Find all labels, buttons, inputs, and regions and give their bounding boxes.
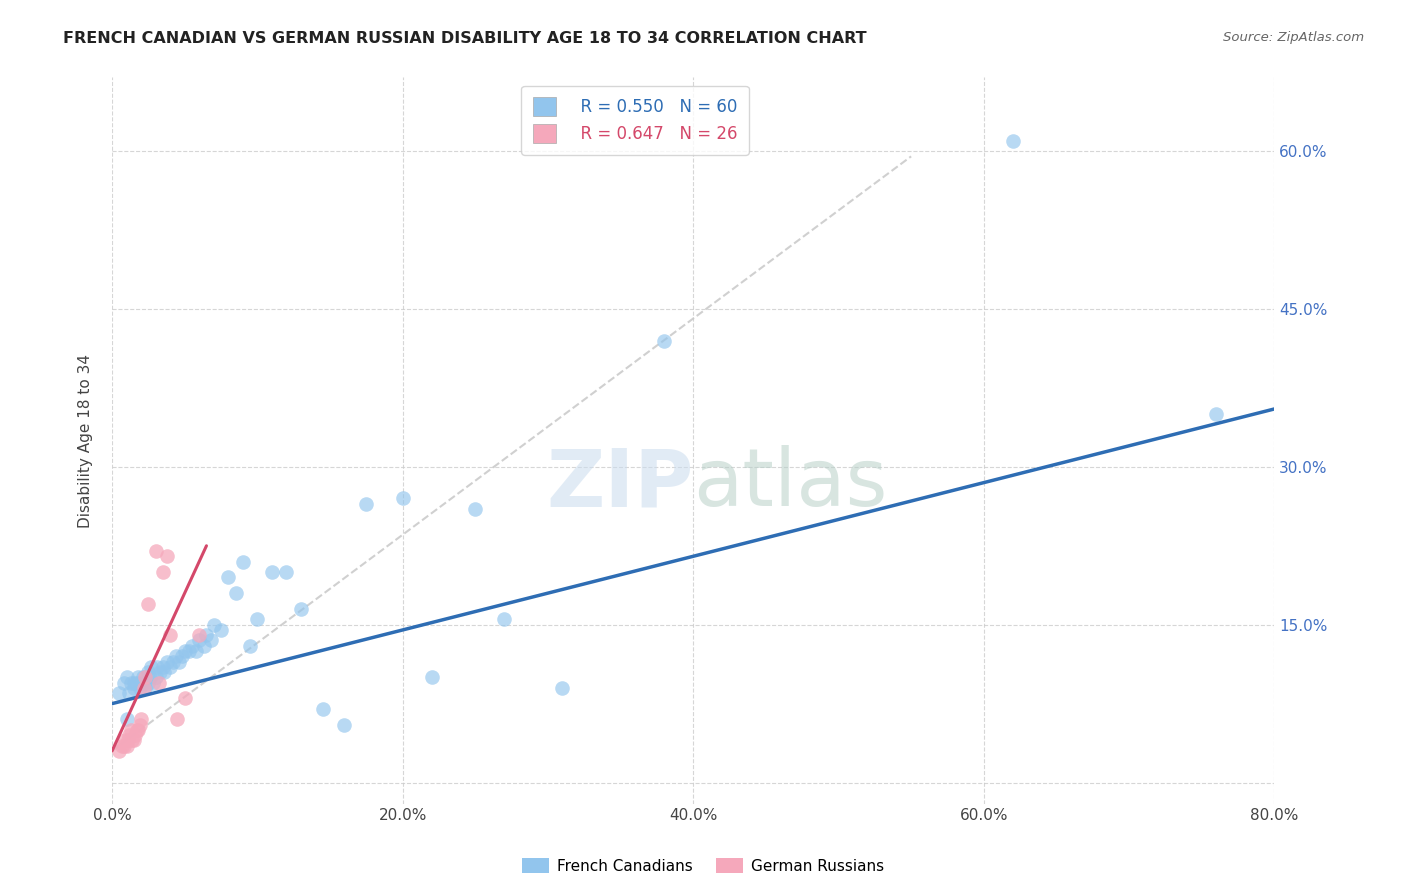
Point [118,686,141,700]
Point [134,681,156,695]
Point [170,649,193,664]
Point [129,713,152,727]
Point [156,655,179,669]
Point [356,497,378,511]
Point [127,723,149,737]
Point [146,660,169,674]
Text: Source: ZipAtlas.com: Source: ZipAtlas.com [1223,31,1364,45]
Point [138,675,160,690]
Point [138,665,160,679]
Point [1205,407,1227,421]
Point [159,660,181,674]
Point [239,639,262,653]
Point [138,597,160,611]
Point [188,633,211,648]
Point [420,670,443,684]
Point [232,555,254,569]
Point [128,717,150,731]
Point [391,491,413,506]
Point [142,675,165,690]
Point [129,675,152,690]
Legend: French Canadians, German Russians: French Canadians, German Russians [516,852,890,880]
Point [225,586,247,600]
Point [177,644,200,658]
Point [149,665,172,679]
Point [125,675,148,690]
Point [120,675,142,690]
Point [464,502,486,516]
Point [117,733,139,747]
Point [131,670,153,684]
Point [132,675,155,690]
Point [159,628,181,642]
Point [152,565,174,579]
Text: FRENCH CANADIAN VS GERMAN RUSSIAN DISABILITY AGE 18 TO 34 CORRELATION CHART: FRENCH CANADIAN VS GERMAN RUSSIAN DISABI… [63,31,868,46]
Point [127,670,149,684]
Point [112,675,135,690]
Point [166,713,188,727]
Point [551,681,574,695]
Point [186,644,208,658]
Point [181,639,204,653]
Text: atlas: atlas [693,445,887,523]
Point [260,565,283,579]
Point [162,655,184,669]
Point [132,681,155,695]
Point [173,644,195,658]
Point [134,670,156,684]
Point [114,733,136,747]
Point [108,686,131,700]
Point [312,702,335,716]
Point [290,602,312,616]
Point [125,723,148,737]
Point [115,739,138,753]
Point [167,655,190,669]
Point [122,681,145,695]
Point [152,660,174,674]
Point [246,612,269,626]
Point [173,691,195,706]
Point [112,739,135,753]
Point [115,670,138,684]
Point [145,670,167,684]
Point [118,728,141,742]
Point [148,675,170,690]
Point [128,681,150,695]
Point [165,649,187,664]
Point [124,728,146,742]
Point [122,733,145,747]
Point [122,675,145,690]
Point [193,639,215,653]
Point [195,628,218,642]
Point [333,717,356,731]
Point [494,612,516,626]
Point [276,565,298,579]
Point [652,334,675,348]
Point [156,549,179,564]
Point [111,739,134,753]
Point [188,628,211,642]
Point [202,617,225,632]
Point [115,713,138,727]
Point [1001,134,1024,148]
Point [217,570,239,584]
Legend:   R = 0.550   N = 60,   R = 0.647   N = 26: R = 0.550 N = 60, R = 0.647 N = 26 [522,86,749,155]
Y-axis label: Disability Age 18 to 34: Disability Age 18 to 34 [79,353,93,527]
Point [145,544,167,558]
Point [108,744,131,758]
Text: ZIP: ZIP [546,445,693,523]
Point [120,723,142,737]
Point [200,633,222,648]
Point [153,665,176,679]
Point [209,623,232,637]
Point [121,733,143,747]
Point [141,660,163,674]
Point [139,670,162,684]
